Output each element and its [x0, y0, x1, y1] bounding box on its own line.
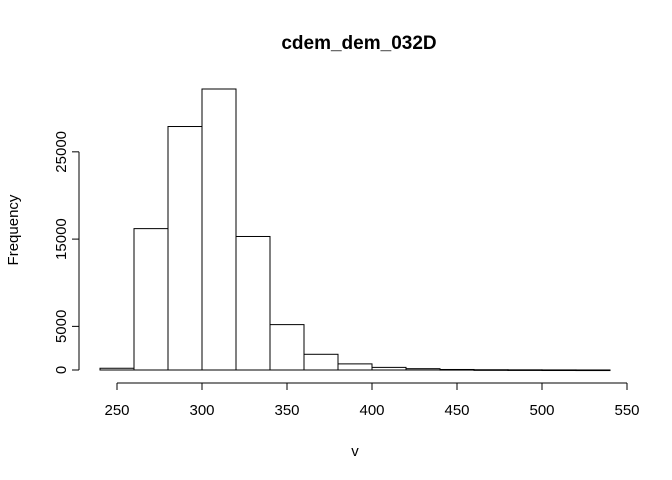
histogram-bar	[235, 235, 271, 371]
x-tick-label: 500	[529, 402, 554, 419]
histogram-bar	[99, 367, 135, 371]
histogram-bar	[133, 228, 169, 371]
histogram-bar	[541, 369, 577, 372]
histogram-bar	[167, 126, 203, 371]
y-tick-label: 0	[53, 366, 70, 374]
y-axis-label: Frequency	[5, 194, 22, 265]
y-tick-label: 15000	[53, 218, 70, 260]
histogram-bar	[269, 324, 305, 371]
x-tick-label: 350	[274, 402, 299, 419]
histogram-bar	[507, 369, 543, 371]
histogram-bars	[99, 88, 611, 372]
histogram-bar	[473, 369, 509, 371]
x-tick-label: 550	[614, 402, 639, 419]
histogram-bar	[405, 368, 441, 371]
histogram-bar	[201, 88, 237, 371]
x-axis: 250 300 350 400 450 500 550	[104, 382, 640, 419]
histogram-bar	[439, 368, 475, 371]
y-tick-label: 5000	[53, 310, 70, 343]
histogram-bar	[371, 366, 407, 371]
y-axis: 0 5000 15000 25000	[53, 131, 80, 374]
chart-title: cdem_dem_032D	[281, 33, 436, 54]
histogram-bar	[337, 363, 373, 371]
x-tick-label: 300	[189, 402, 214, 419]
x-tick-label: 450	[444, 402, 469, 419]
histogram-bar	[303, 353, 339, 371]
x-tick-label: 250	[104, 402, 129, 419]
x-tick-label: 400	[359, 402, 384, 419]
x-axis-label: v	[351, 443, 359, 460]
y-tick-label: 25000	[53, 131, 70, 173]
histogram-bar	[575, 369, 611, 372]
